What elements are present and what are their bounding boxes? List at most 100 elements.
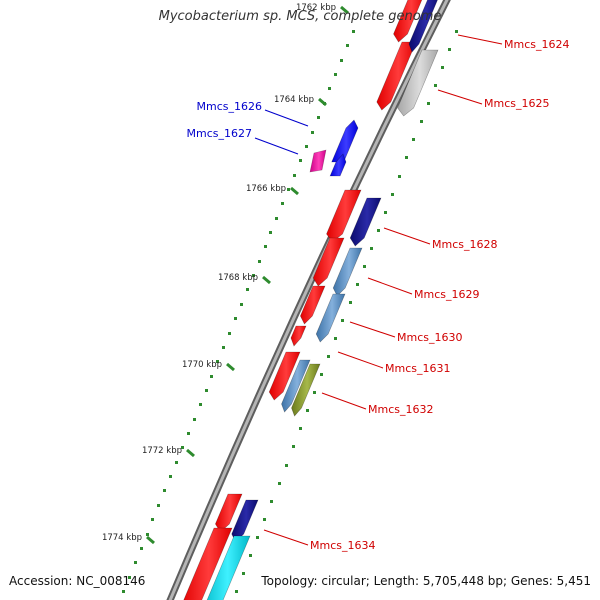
tick-dot [455, 30, 458, 33]
tick-dot [334, 337, 337, 340]
tick-dot [278, 482, 281, 485]
tick-dot [252, 274, 255, 277]
tick-dot [352, 30, 355, 33]
gene-label: Mmcs_1625 [484, 97, 549, 110]
tick-dot [412, 138, 415, 141]
gene-leader-line [457, 34, 503, 45]
gene-label: Mmcs_1629 [414, 288, 479, 301]
tick-label: 1768 kbp [218, 273, 258, 283]
gene-label: Mmcs_1632 [368, 403, 433, 416]
gene-arrow [315, 293, 346, 343]
tick-dot [134, 561, 137, 564]
tick-dot [269, 231, 272, 234]
tick-dot [448, 48, 451, 51]
major-tick [146, 535, 155, 545]
tick-dot [306, 409, 309, 412]
tick-dot [311, 131, 314, 134]
tick-dot [256, 536, 259, 539]
gene-arrow [183, 527, 233, 600]
gene-leader-line [437, 89, 483, 105]
major-tick [186, 448, 195, 458]
tick-dot [234, 317, 237, 320]
tick-dot [320, 373, 323, 376]
tick-dot [287, 188, 290, 191]
accession-text: Accession: NC_008146 [9, 574, 146, 588]
tick-dot [175, 461, 178, 464]
major-tick [226, 362, 235, 372]
gene-label: Mmcs_1626 [197, 100, 262, 113]
tick-label: 1774 kbp [102, 533, 142, 543]
tick-dot [370, 247, 373, 250]
tick-dot [264, 245, 267, 248]
tick-dot [146, 533, 149, 536]
tick-dot [157, 504, 160, 507]
gene-leader-line [321, 392, 367, 410]
tick-dot [275, 217, 278, 220]
tick-dot [328, 87, 331, 90]
gene-arrow [408, 0, 438, 53]
tick-label: 1764 kbp [274, 95, 314, 105]
gene-label: Mmcs_1631 [385, 362, 450, 375]
tick-dot [263, 518, 266, 521]
genome-title: Mycobacterium sp. MCS, complete genome [158, 9, 442, 24]
tick-dot [216, 360, 219, 363]
tick-dot [391, 193, 394, 196]
tick-dot [313, 391, 316, 394]
gene-arrow [206, 535, 251, 600]
tick-dot [346, 44, 349, 47]
tick-dot [305, 145, 308, 148]
tick-dot [199, 403, 202, 406]
tick-label: 1770 kbp [182, 360, 222, 370]
gene-label: Mmcs_1630 [397, 331, 462, 344]
tick-dot [405, 156, 408, 159]
tick-dot [377, 229, 380, 232]
gene-leader-line [254, 137, 299, 155]
major-tick [262, 275, 271, 285]
tick-dot [258, 260, 261, 263]
gene-arrow [393, 0, 423, 43]
gene-arrow [291, 363, 321, 417]
tick-dot [169, 475, 172, 478]
major-tick [290, 186, 299, 196]
major-tick [340, 5, 349, 15]
tick-dot [281, 202, 284, 205]
tick-dot [122, 590, 125, 593]
tick-dot [181, 446, 184, 449]
tick-dot [210, 375, 213, 378]
tick-dot [292, 445, 295, 448]
tick-dot [187, 432, 190, 435]
tick-dot [235, 590, 238, 593]
gene-label: Mmcs_1627 [187, 127, 252, 140]
tick-dot [163, 489, 166, 492]
tick-dot [398, 175, 401, 178]
gene-arrow [332, 247, 363, 297]
tick-dot [327, 355, 330, 358]
backbone-arc-highlight [168, 0, 449, 600]
tick-dot [356, 283, 359, 286]
tick-dot [441, 66, 444, 69]
gene-leader-line [367, 277, 413, 295]
tick-dot [205, 389, 208, 392]
tick-dot [341, 319, 344, 322]
tick-dot [240, 303, 243, 306]
tick-dot [151, 518, 154, 521]
tick-dot [363, 265, 366, 268]
tick-dot [420, 120, 423, 123]
gene-arrow [300, 285, 326, 325]
gene-arrow [329, 153, 347, 177]
tick-dot [427, 102, 430, 105]
gene-leader-line [264, 109, 309, 127]
gene-leader-line [383, 227, 431, 245]
tick-dot [384, 211, 387, 214]
gene-label: Mmcs_1628 [432, 238, 497, 251]
tick-dot [293, 174, 296, 177]
gene-arrow [290, 325, 307, 347]
gene-arrow [309, 149, 327, 173]
gene-label: Mmcs_1634 [310, 539, 375, 552]
tick-dot [242, 572, 245, 575]
tick-dot [434, 84, 437, 87]
tick-dot [222, 346, 225, 349]
gene-leader-line [337, 351, 384, 369]
tick-dot [285, 464, 288, 467]
